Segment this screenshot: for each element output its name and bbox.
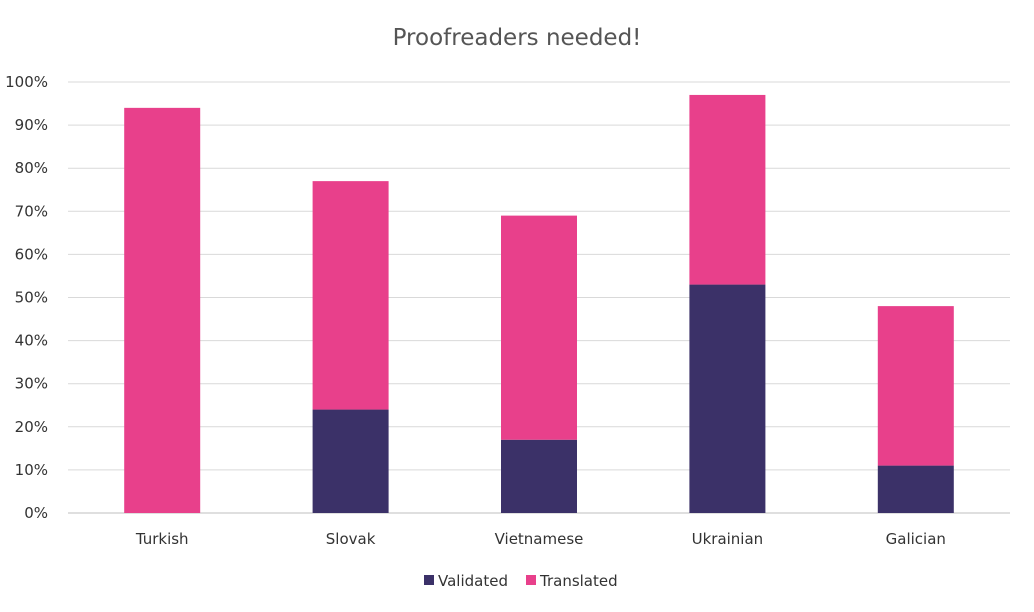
bar-validated-vietnamese: [501, 439, 577, 513]
x-category-label: Ukrainian: [692, 530, 764, 548]
y-tick-label: 70%: [15, 202, 48, 220]
x-category-label: Turkish: [135, 530, 189, 548]
bar-translated-ukrainian: [689, 94, 766, 285]
bar-translated-galician: [877, 306, 954, 466]
y-tick-label: 40%: [15, 332, 48, 350]
y-tick-label: 80%: [15, 159, 48, 177]
y-tick-label: 60%: [15, 245, 48, 263]
y-axis-tick-labels: 0% 10% 20% 30% 40% 50% 60% 70% 80% 90% 100%: [5, 73, 48, 522]
x-category-label: Galician: [886, 530, 946, 548]
y-tick-label: 10%: [15, 461, 48, 479]
y-tick-label: 100%: [5, 73, 48, 91]
chart-title: Proofreaders needed!: [393, 25, 642, 51]
x-category-label: Vietnamese: [495, 530, 584, 548]
legend-swatch-validated: [424, 575, 434, 585]
x-category-label: Slovak: [326, 530, 376, 548]
y-tick-label: 50%: [15, 289, 48, 307]
legend: Validated Translated: [424, 572, 618, 590]
legend-label-validated: Validated: [438, 572, 508, 590]
bars: [124, 94, 954, 514]
bar-translated-vietnamese: [501, 215, 577, 440]
bar-validated-slovak: [312, 409, 389, 513]
y-tick-label: 0%: [24, 504, 48, 522]
x-axis-category-labels: Turkish Slovak Vietnamese Ukrainian Galician: [135, 530, 946, 548]
bar-translated-turkish: [124, 107, 201, 514]
bar-validated-galician: [877, 465, 954, 513]
legend-swatch-translated: [526, 575, 536, 585]
legend-label-translated: Translated: [539, 572, 618, 590]
y-tick-label: 90%: [15, 116, 48, 134]
y-tick-label: 30%: [15, 375, 48, 393]
bar-validated-ukrainian: [689, 284, 766, 513]
bar-translated-slovak: [312, 181, 389, 410]
y-tick-label: 20%: [15, 418, 48, 436]
